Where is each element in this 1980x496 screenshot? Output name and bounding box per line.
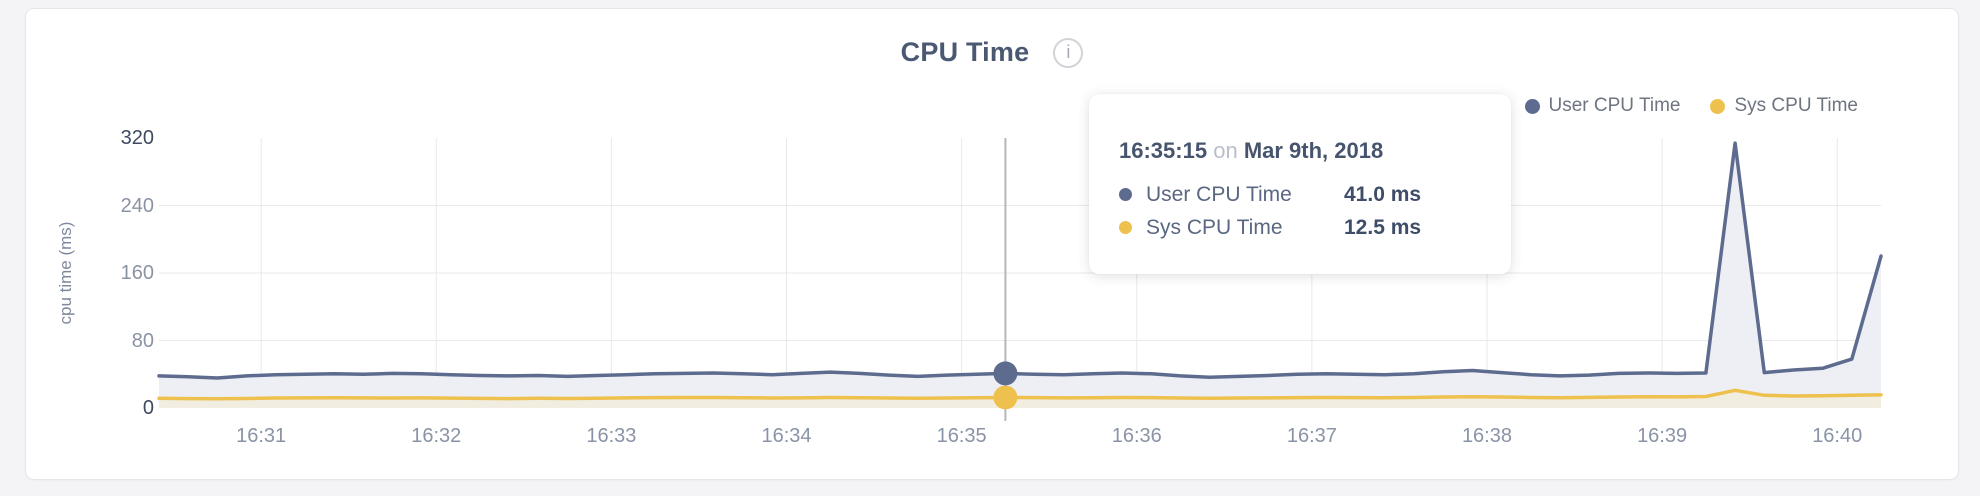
x-tick-label: 16:39	[1637, 425, 1688, 447]
selected-point-sys	[993, 385, 1018, 410]
x-tick-label: 16:36	[1111, 425, 1162, 447]
hover-tooltip: 16:35:15 on Mar 9th, 2018 User CPU Time …	[1089, 94, 1511, 274]
selected-point-user	[993, 361, 1018, 386]
x-tick-label: 16:38	[1461, 425, 1512, 447]
x-tick-label: 16:40	[1812, 425, 1863, 447]
sys-cpu-line	[157, 388, 1883, 401]
chart-legend: User CPU Time Sys CPU Time	[1524, 95, 1858, 117]
chart-plot-area[interactable]	[26, 9, 1958, 479]
x-tick-label: 16:35	[936, 425, 987, 447]
user-cpu-line	[157, 141, 1883, 380]
x-tick-label: 16:37	[1286, 425, 1337, 447]
x-tick-label: 16:31	[236, 425, 287, 447]
y-tick-label: 240	[120, 194, 154, 217]
tooltip-label-sys: Sys CPU Time	[1146, 215, 1283, 239]
y-axis-title: cpu time (ms)	[56, 221, 75, 325]
legend-item-user-cpu-time[interactable]: User CPU Time	[1524, 95, 1681, 117]
tooltip-row-user: User CPU Time 41.0 ms	[1119, 178, 1511, 211]
x-tick-label: 16:34	[761, 425, 812, 447]
y-tick-label: 160	[120, 262, 154, 284]
x-tick-label: 16:33	[586, 425, 637, 447]
tooltip-label-user: User CPU Time	[1146, 182, 1292, 206]
tooltip-date: Mar 9th, 2018	[1243, 138, 1384, 163]
tooltip-header: 16:35:15 on Mar 9th, 2018	[1119, 138, 1511, 164]
y-tick-label: 320	[120, 127, 154, 149]
tooltip-dot-user-icon	[1119, 188, 1132, 201]
legend-label-sys: Sys CPU Time	[1734, 95, 1858, 116]
legend-item-sys-cpu-time[interactable]: Sys CPU Time	[1710, 95, 1858, 117]
tooltip-dot-sys-icon	[1119, 221, 1132, 234]
chart-header: CPU Time i	[26, 37, 1958, 68]
chart-title: CPU Time	[900, 37, 1030, 67]
x-tick-label: 16:32	[411, 425, 462, 447]
y-tick-label: 0	[142, 397, 154, 419]
tooltip-time: 16:35:15	[1119, 138, 1208, 163]
tooltip-row-sys: Sys CPU Time 12.5 ms	[1119, 211, 1511, 244]
y-tick-label: 80	[131, 329, 154, 352]
chart-card: CPU Time i User CPU Time Sys CPU Time cp…	[25, 8, 1959, 480]
legend-dot-sys-icon	[1710, 98, 1726, 114]
tooltip-conjunction: on	[1213, 138, 1238, 163]
user-cpu-area	[159, 143, 1881, 408]
tooltip-value-user: 41.0 ms	[1344, 182, 1422, 206]
info-icon[interactable]: i	[1053, 37, 1084, 68]
tooltip-value-sys: 12.5 ms	[1344, 215, 1422, 239]
legend-dot-user-icon	[1524, 98, 1540, 114]
legend-label-user: User CPU Time	[1548, 95, 1681, 116]
